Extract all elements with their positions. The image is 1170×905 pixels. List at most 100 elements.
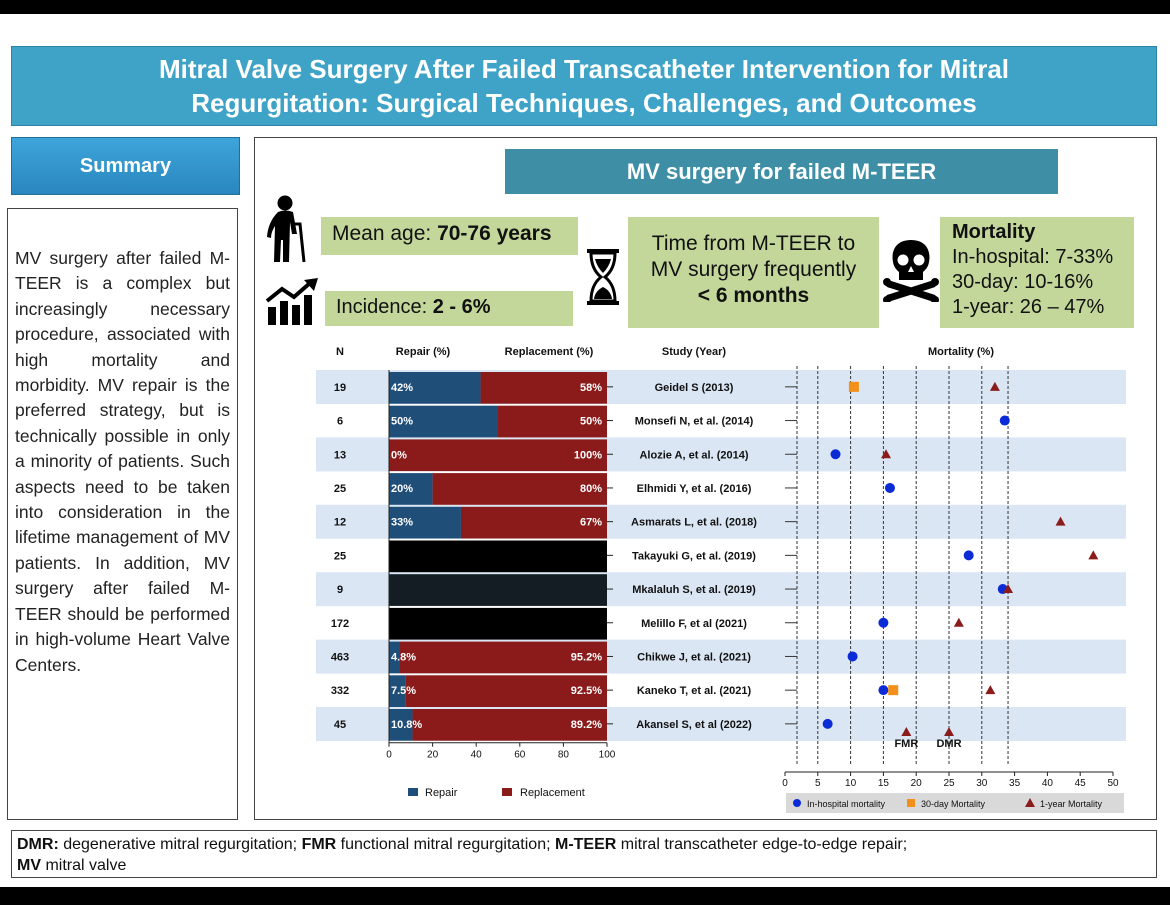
n-label: 6 [337,416,343,428]
n-label: 25 [334,550,346,562]
legend-replacement-label: Replacement [520,787,585,799]
bar-repair [389,473,433,505]
study-label: Alozie A, et al. (2014) [639,449,748,461]
header-n: N [336,346,344,358]
repair-label: 50% [391,416,413,428]
mortality-box: Mortality In-hospital: 7-33% 30-day: 10-… [940,217,1134,328]
replacement-label: 50% [580,416,602,428]
scatter-x-tick-label: 0 [782,778,788,789]
incidence-label: Incidence: [336,296,433,318]
n-label: 25 [334,483,346,495]
bar-x-tick-label: 40 [471,750,483,761]
fmr-abbr: FMR [301,836,337,853]
annotation-fmr: FMR [894,738,918,750]
replacement-label: 80% [580,483,602,495]
title-line-1: Mitral Valve Surgery After Failed Transc… [158,54,1010,84]
bar-repair [389,405,498,438]
bar-x-tick-label: 20 [427,750,439,761]
bar-repair [389,675,406,707]
fmr-text: functional mitral regurgitation; [336,836,555,853]
mv-surgery-title: MV surgery for failed M-TEER [505,149,1058,194]
bar-x-tick-label: 0 [386,750,392,761]
scatter-x-tick-label: 45 [1075,778,1087,789]
scatter-legend-bg [786,793,1124,813]
point-inhospital [884,482,895,493]
annotation-fmr-marker [901,727,912,736]
mortality-1year: 1-year: 26 – 47% [952,296,1105,318]
replacement-label: 95.2% [571,651,602,663]
top-black-bar [0,0,1170,14]
point-1year [881,449,892,459]
repair-label: 42% [391,382,413,394]
scatter-title: Mortality (%) [928,346,994,358]
study-label: Elhmidi Y, et al. (2016) [637,483,752,495]
repair-label: 20% [391,483,413,495]
study-label: Geidel S (2013) [655,382,734,394]
annotation-dmr-marker [944,727,954,736]
legend-30day-label: 30-day Mortality [921,799,986,809]
skull-crossbones-icon [883,240,939,302]
point-1year [953,617,964,627]
n-label: 19 [334,382,346,394]
bar-replacement [498,405,607,438]
study-label: Melillo F, et al (2021) [641,618,747,630]
study-label: Monsefi N, et al. (2014) [635,416,754,428]
scatter-x-tick-label: 50 [1107,778,1119,789]
bar-repair [389,641,400,674]
scatter-x-tick-label: 20 [911,778,923,789]
time-line-1: Time from M-TEER to [651,232,856,255]
mteer-abbr: M-TEER [555,836,617,853]
mteer-text: mitral transcatheter edge-to-edge repair… [616,836,908,853]
abbreviations-footer: DMR: degenerative mitral regurgitation; … [11,830,1157,878]
n-label: 463 [331,651,349,663]
replacement-label: 92.5% [571,685,602,697]
repair-label: 7.5% [391,685,416,697]
hourglass-icon [587,249,619,305]
mean-age-label: Mean age: [332,222,438,245]
point-1year [985,685,996,695]
point-1year [1055,516,1066,526]
dmr-abbr: DMR: [17,836,59,853]
study-label: Kaneko T, et al. (2021) [637,685,752,697]
point-inhospital [830,449,841,460]
repair-label: 10.8% [391,719,422,731]
point-1year [1088,550,1099,560]
study-label: Asmarats L, et al. (2018) [631,517,757,529]
mv-abbr: MV [17,857,41,874]
growth-chart-icon [265,278,318,325]
repair-label: 4.8% [391,651,416,663]
bar-x-tick-label: 80 [558,750,570,761]
point-30day [888,685,899,696]
bar-replacement [389,439,607,472]
n-label: 12 [334,517,346,529]
replacement-label: 100% [574,449,602,461]
page-title: Mitral Valve Surgery After Failed Transc… [11,46,1157,126]
point-30day [848,381,859,392]
scatter-x-tick-label: 25 [943,778,955,789]
legend-30day-marker [907,799,915,807]
legend-1year-marker [1025,798,1035,807]
legend-repair-swatch [408,788,418,796]
bar-repair [389,709,413,741]
time-line-3: < 6 months [697,284,810,307]
bar-replacement [405,675,607,707]
bar-replacement [432,473,607,505]
time-line-2: MV surgery frequently [650,258,857,281]
bar-replacement [460,506,607,539]
n-label: 172 [331,618,349,630]
mortality-30day: 30-day: 10-16% [952,271,1094,293]
n-label: 332 [331,685,349,697]
bar-repair [389,372,481,404]
bar-replacement [480,372,607,404]
legend-replacement-swatch [502,788,512,796]
header-study: Study (Year) [662,346,727,358]
study-label: Takayuki G, et al. (2019) [632,550,756,562]
scatter-x-tick-label: 30 [976,778,988,789]
summary-heading: Summary [11,137,240,195]
bar-missing [389,540,607,573]
point-inhospital [878,685,889,696]
incidence-value: 2 - 6% [432,296,491,318]
bar-replacement [412,709,607,741]
elderly-person-icon [267,195,306,263]
